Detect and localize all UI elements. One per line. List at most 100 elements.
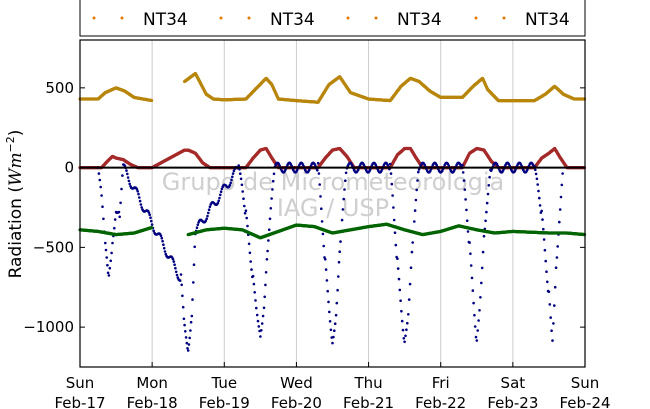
- data-point: [183, 323, 186, 327]
- data-point: [473, 313, 476, 317]
- data-point: [404, 334, 407, 338]
- data-point: [217, 199, 220, 203]
- data-point: [400, 309, 403, 313]
- data-point: [547, 290, 551, 294]
- data-point: [163, 250, 167, 253]
- data-point: [391, 194, 394, 197]
- data-point: [138, 199, 142, 203]
- data-point: [259, 335, 262, 338]
- data-point: [181, 305, 185, 309]
- data-point: [152, 229, 155, 233]
- data-point: [108, 266, 112, 270]
- legend-marker: [120, 16, 124, 20]
- data-point: [150, 223, 154, 226]
- data-point: [206, 214, 209, 218]
- data-point: [193, 245, 196, 249]
- data-point: [99, 185, 102, 189]
- data-point: [184, 336, 188, 339]
- data-point: [534, 168, 537, 172]
- data-point: [257, 325, 261, 328]
- data-point: [341, 208, 345, 211]
- data-point: [243, 204, 246, 208]
- series-0: [78, 71, 587, 104]
- data-point: [174, 270, 178, 274]
- data-point: [342, 197, 346, 201]
- legend-marker: [502, 16, 506, 20]
- data-point: [102, 217, 105, 221]
- data-point: [238, 168, 241, 171]
- data-point: [272, 172, 276, 176]
- data-point: [187, 343, 191, 346]
- data-point: [308, 168, 311, 172]
- data-point: [101, 205, 104, 208]
- legend-marker: [247, 16, 251, 20]
- data-point: [488, 175, 491, 179]
- data-point: [192, 281, 195, 284]
- data-point: [389, 172, 393, 175]
- data-point: [401, 328, 405, 332]
- series-2: [96, 161, 564, 352]
- data-point: [485, 210, 488, 214]
- data-point: [397, 277, 401, 281]
- data-point: [406, 321, 409, 325]
- data-point: [394, 243, 398, 247]
- data-point: [324, 258, 327, 261]
- data-point: [472, 301, 475, 305]
- data-point: [482, 234, 486, 238]
- data-point: [322, 244, 326, 248]
- data-point: [243, 211, 247, 215]
- legend-label: NT34: [270, 10, 315, 30]
- data-point: [414, 198, 418, 202]
- y-tick-label: −1000: [23, 318, 74, 336]
- data-point: [320, 207, 323, 210]
- data-point: [135, 187, 139, 191]
- data-point: [182, 317, 186, 321]
- data-point: [264, 271, 268, 274]
- data-point: [251, 274, 255, 278]
- data-point: [549, 316, 552, 319]
- data-point: [392, 206, 395, 209]
- data-point: [544, 259, 547, 263]
- data-point: [543, 248, 547, 252]
- data-point: [337, 275, 340, 278]
- data-point: [150, 98, 154, 103]
- data-point: [189, 320, 193, 324]
- data-point: [407, 298, 411, 301]
- data-point: [468, 241, 471, 244]
- data-point: [554, 266, 558, 270]
- data-point: [268, 217, 272, 221]
- legend-marker: [474, 16, 478, 20]
- data-point: [104, 241, 107, 245]
- data-point: [393, 231, 397, 234]
- legend: NT34 NT34 NT34 NT34: [79, 0, 586, 37]
- x-tick-day-label: Tue: [210, 374, 237, 392]
- data-point: [179, 273, 183, 276]
- data-point: [186, 347, 189, 350]
- data-point: [97, 172, 101, 175]
- data-point: [231, 175, 234, 179]
- data-point: [113, 226, 116, 230]
- data-point: [172, 260, 176, 263]
- data-point: [318, 183, 322, 186]
- data-point: [138, 196, 141, 199]
- y-axis-label: Radiation (Wm−2): [4, 130, 26, 279]
- data-point: [340, 218, 344, 222]
- data-point: [207, 211, 210, 215]
- data-point: [478, 309, 481, 312]
- data-point: [380, 168, 384, 171]
- x-tick-date-label: Feb-24: [559, 394, 610, 409]
- data-point: [481, 250, 485, 254]
- data-point: [106, 271, 110, 275]
- data-point: [508, 164, 512, 168]
- data-point: [149, 216, 152, 219]
- data-point: [123, 164, 127, 168]
- data-point: [278, 164, 281, 167]
- data-point: [239, 177, 243, 181]
- legend-marker: [374, 16, 378, 20]
- data-point: [465, 208, 468, 212]
- data-point: [545, 270, 548, 274]
- data-point: [219, 190, 223, 193]
- data-point: [536, 183, 539, 186]
- y-tick-label: −500: [33, 238, 74, 256]
